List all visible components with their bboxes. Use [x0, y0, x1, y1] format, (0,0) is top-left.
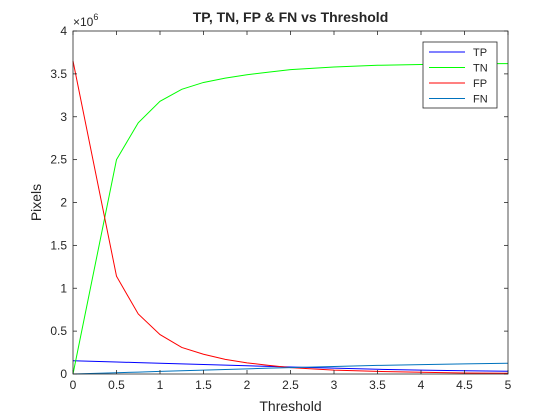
- y-tick-label: 4: [60, 24, 67, 38]
- legend-label-tn: TN: [473, 63, 488, 75]
- x-tick-label: 3: [331, 378, 338, 392]
- y-tick-label: 1.5: [50, 238, 67, 252]
- y-tick-label: 2: [60, 196, 67, 210]
- y-axis-exponent: ×106: [73, 12, 98, 29]
- legend-label-fn: FN: [473, 94, 488, 106]
- series-line-fp: [72, 60, 509, 374]
- legend-box: [422, 41, 498, 109]
- y-tick-label: 2.5: [50, 153, 67, 167]
- legend: TP TN FP FN: [422, 41, 498, 109]
- y-tick-label: 3.5: [50, 67, 67, 81]
- y-axis-label: Pixels: [28, 184, 44, 221]
- y-tick-label: 3: [60, 110, 67, 124]
- x-tick-label: 2.5: [282, 378, 299, 392]
- x-tick-label: 2: [244, 378, 251, 392]
- x-tick-label: 4.5: [456, 378, 473, 392]
- series-line-tn: [72, 63, 508, 375]
- series-group: [72, 60, 509, 375]
- x-tick-label: 0.5: [108, 378, 125, 392]
- series-line-fn: [72, 362, 509, 375]
- chart-title: TP, TN, FP & FN vs Threshold: [193, 9, 389, 25]
- x-tick-label: 1: [157, 378, 164, 392]
- series-line-tp: [72, 360, 509, 372]
- x-tick-label: 0: [70, 378, 77, 392]
- x-tick-label: 1.5: [195, 378, 212, 392]
- x-tick-label: 4: [418, 378, 425, 392]
- legend-label-tp: TP: [473, 47, 487, 59]
- x-axis-label: Threshold: [259, 398, 321, 414]
- y-tick-label: 0: [60, 367, 67, 381]
- legend-label-fp: FP: [473, 78, 487, 90]
- y-axis-exponent-power: 6: [93, 12, 98, 22]
- x-tick-label: 5: [505, 378, 512, 392]
- y-tick-label: 0.5: [50, 324, 67, 338]
- y-tick-label: 1: [60, 281, 67, 295]
- x-tick-label: 3.5: [369, 378, 386, 392]
- y-axis-exponent-base: ×10: [73, 15, 94, 29]
- axes-group: 0 0.5 1 1.5 2 2.5 3 3.5 4 4.5 5 0 0.5 1 1.5 2 2.5 3 3.5 4: [50, 24, 511, 392]
